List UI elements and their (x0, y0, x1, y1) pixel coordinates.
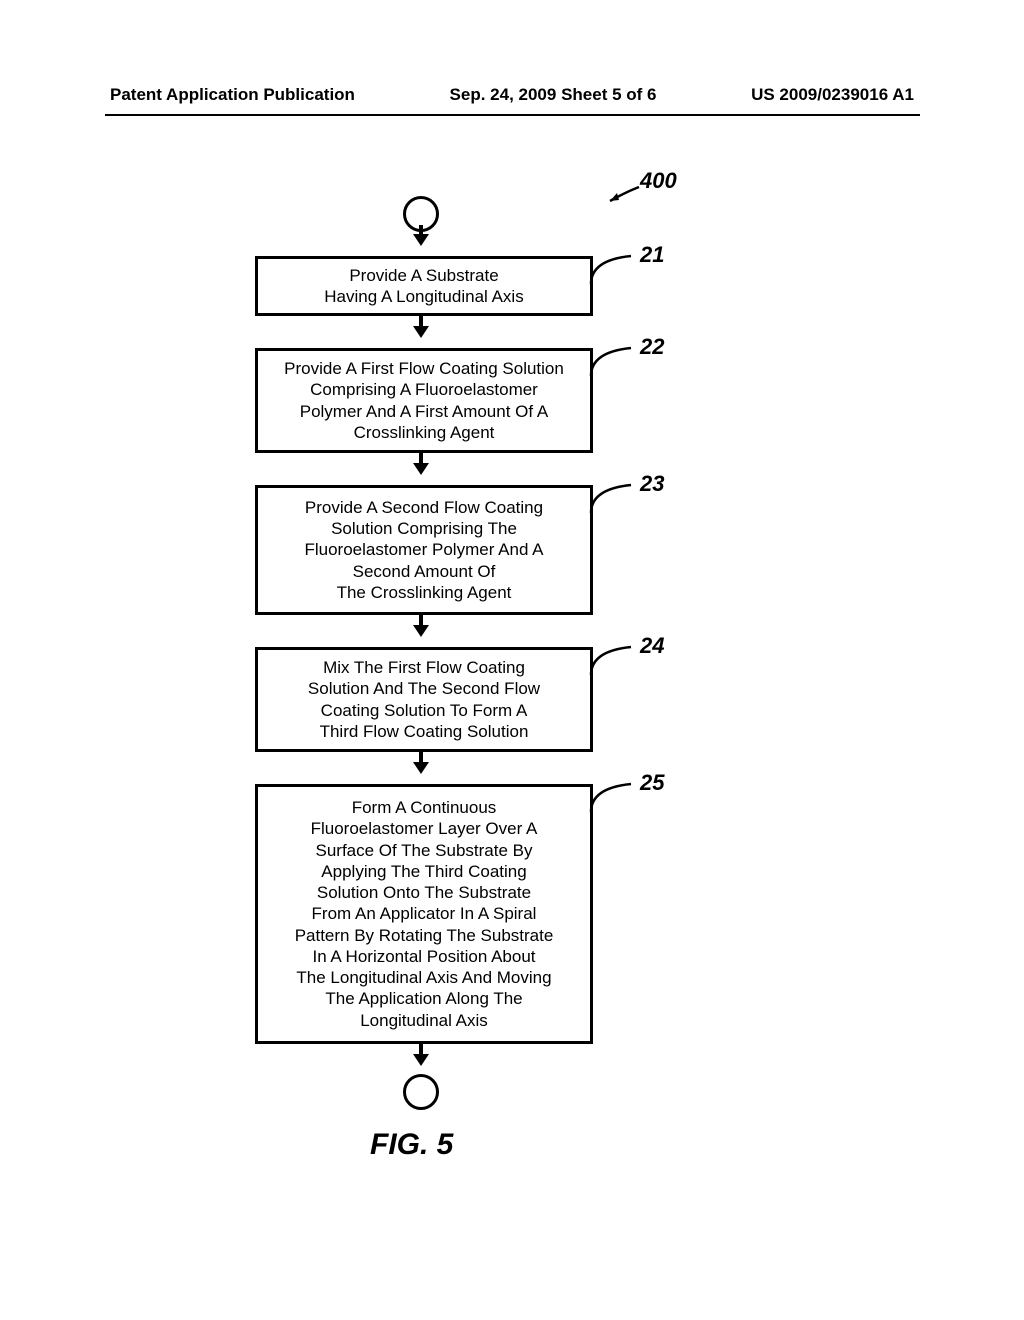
header-rule (105, 114, 920, 116)
header-left: Patent Application Publication (110, 85, 355, 105)
end-terminal (403, 1074, 439, 1110)
step-hook (587, 641, 647, 681)
flow-arrow-head (413, 234, 429, 246)
flow-arrow-head (413, 1054, 429, 1066)
ref-arrow-main (606, 184, 640, 204)
flow-step-box: Provide A Second Flow CoatingSolution Co… (255, 485, 593, 615)
step-hook (587, 778, 647, 818)
flow-arrow-head (413, 762, 429, 774)
header-center: Sep. 24, 2009 Sheet 5 of 6 (450, 85, 657, 105)
ref-number-main: 400 (640, 168, 677, 194)
flow-step-box: Provide A SubstrateHaving A Longitudinal… (255, 256, 593, 316)
figure-caption: FIG. 5 (370, 1128, 453, 1162)
step-hook (587, 479, 647, 519)
flow-step-box: Provide A First Flow Coating SolutionCom… (255, 348, 593, 453)
flow-arrow-head (413, 463, 429, 475)
page-header: Patent Application Publication Sep. 24, … (0, 85, 1024, 105)
flow-step-box: Form A ContinuousFluoroelastomer Layer O… (255, 784, 593, 1044)
flow-arrow-head (413, 625, 429, 637)
step-hook (587, 342, 647, 382)
step-hook (587, 250, 647, 290)
header-right: US 2009/0239016 A1 (751, 85, 914, 105)
flow-step-box: Mix The First Flow CoatingSolution And T… (255, 647, 593, 752)
flow-arrow-head (413, 326, 429, 338)
